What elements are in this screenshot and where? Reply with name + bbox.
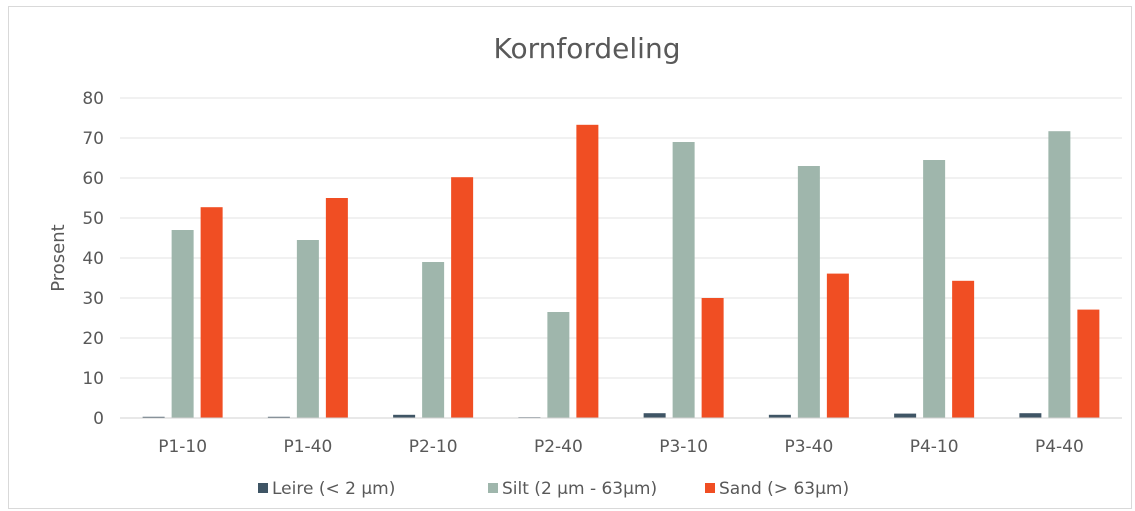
legend-swatch <box>258 483 268 493</box>
x-tick-label: P2-10 <box>409 437 458 457</box>
bar <box>576 124 599 419</box>
y-axis-ticks: 0 10 20 30 40 50 60 70 80 <box>82 89 104 429</box>
bar <box>171 230 194 418</box>
bar <box>1019 413 1042 418</box>
bar <box>393 414 416 418</box>
bar <box>768 414 791 418</box>
bar <box>142 416 165 418</box>
bars <box>142 124 1100 419</box>
y-tick-label: 80 <box>82 89 104 109</box>
bar <box>923 160 946 418</box>
legend: Leire (< 2 µm) Silt (2 µm - 63µm) Sand (> … <box>258 479 849 499</box>
y-axis-title: Prosent <box>48 224 69 291</box>
bar <box>643 413 666 418</box>
bar <box>952 280 975 418</box>
bar <box>797 166 820 418</box>
bar <box>267 416 290 418</box>
bar <box>200 207 223 418</box>
bar <box>1048 131 1071 418</box>
legend-label: Silt (2 µm - 63µm) <box>502 479 657 499</box>
y-tick-label: 40 <box>82 249 104 269</box>
legend-swatch <box>705 483 715 493</box>
bar <box>451 177 474 418</box>
x-tick-label: P3-40 <box>784 437 833 457</box>
x-tick-label: P3-10 <box>659 437 708 457</box>
y-tick-label: 60 <box>82 169 104 189</box>
bar <box>296 240 319 418</box>
x-tick-label: P2-40 <box>534 437 583 457</box>
x-tick-label: P4-40 <box>1035 437 1084 457</box>
bar <box>422 262 445 418</box>
y-tick-label: 0 <box>93 409 104 429</box>
y-tick-label: 30 <box>82 289 104 309</box>
bar <box>672 142 695 418</box>
bar <box>826 273 849 418</box>
bar <box>547 312 570 418</box>
y-tick-label: 50 <box>82 209 104 229</box>
x-axis-ticks: P1-10 P1-40 P2-10 P2-40 P3-10 P3-40 P4-10 P4-40 <box>158 437 1084 457</box>
bar <box>1077 309 1100 418</box>
y-tick-label: 70 <box>82 129 104 149</box>
x-tick-label: P1-40 <box>283 437 332 457</box>
bar <box>701 298 724 418</box>
legend-swatch <box>488 483 498 493</box>
bar <box>325 198 348 418</box>
chart-title: Kornfordeling <box>494 32 681 65</box>
legend-label: Sand (> 63µm) <box>719 479 849 499</box>
y-tick-label: 10 <box>82 369 104 389</box>
x-tick-label: P1-10 <box>158 437 207 457</box>
bar <box>894 413 917 418</box>
legend-label: Leire (< 2 µm) <box>272 479 395 499</box>
y-tick-label: 20 <box>82 329 104 349</box>
x-tick-label: P4-10 <box>910 437 959 457</box>
